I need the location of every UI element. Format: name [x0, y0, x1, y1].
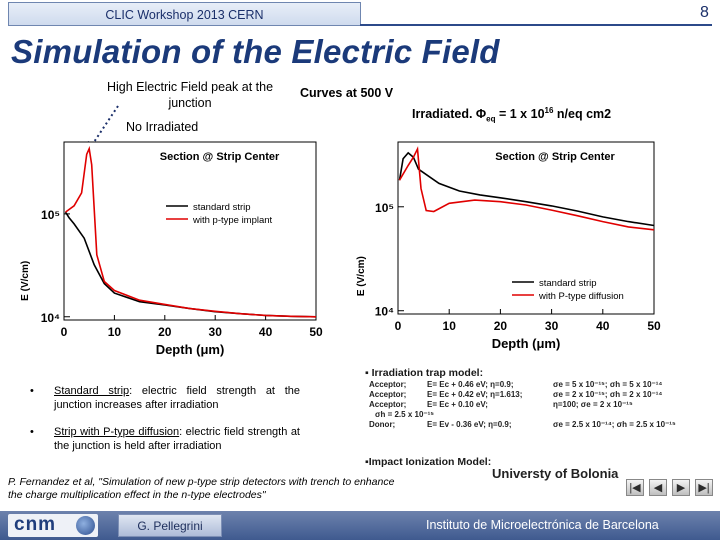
y-axis-label: E (V/cm)	[356, 256, 367, 296]
next-icon: ▶	[676, 482, 686, 494]
series-lines	[398, 146, 655, 231]
series-line	[398, 146, 655, 231]
x-axis-label: Depth (μm)	[492, 336, 561, 351]
reference-citation: P. Fernandez et al, "Simulation of new p…	[8, 476, 395, 501]
nav-next-button[interactable]: ▶	[672, 479, 690, 496]
nav-prev-button[interactable]: ◀	[649, 479, 667, 496]
trap-row: Acceptor; E= Ec + 0.46 eV; η=0.9; σe = 5…	[369, 380, 663, 389]
x-tick-label: 50	[309, 325, 323, 339]
university-label: Universty of Bolonia	[492, 466, 619, 481]
x-axis-label: Depth (μm)	[156, 342, 225, 357]
header-rule	[360, 24, 712, 26]
y-axis: 10⁴ 10⁵	[41, 208, 70, 325]
institute-name: Instituto de Microelectrónica de Barcelo…	[426, 518, 659, 532]
findings-list: • Standard strip: electric field strengt…	[30, 384, 300, 466]
x-tick-label: 10	[443, 319, 457, 333]
plot-frame	[63, 141, 317, 321]
last-icon: ▶|	[698, 482, 710, 494]
list-item: • Strip with P-type diffusion: electric …	[30, 425, 300, 453]
x-tick-label: 30	[209, 325, 223, 339]
impact-ionization-title: ▪Impact Ionization Model:	[365, 456, 492, 468]
plot-frame	[397, 141, 655, 315]
x-tick-label: 10	[108, 325, 122, 339]
x-tick-label: 20	[494, 319, 508, 333]
legend: standard strip with P-type diffusion	[512, 278, 624, 302]
first-icon: |◀	[629, 482, 641, 494]
irradiated-label: Irradiated. Φeq = 1 x 1016 n/eq cm2	[412, 106, 612, 124]
legend-entry: with p-type implant	[192, 215, 273, 226]
bullet-dot: •	[30, 385, 34, 397]
x-tick-label: 50	[647, 319, 661, 333]
x-axis: 0 10 20 30 40 50	[395, 309, 661, 333]
header-banner: CLIC Workshop 2013 CERN	[8, 2, 361, 26]
no-irradiated-label: No Irradiated	[126, 120, 199, 134]
trap-row: σh = 2.5 x 10⁻¹⁵	[375, 410, 435, 419]
series-line	[65, 145, 317, 318]
series-lines	[64, 145, 317, 318]
legend-entry: with P-type diffusion	[538, 291, 624, 302]
x-axis: 0 10 20 30 40 50	[61, 315, 323, 339]
chart-no-irradiated: Section @ Strip Center 0 10 20 30 40 50 10⁴10…	[20, 141, 323, 357]
trap-model-panel: ▪ Irradiation trap model: Acceptor; E= E…	[365, 367, 717, 468]
list-item: • Standard strip: electric field strengt…	[30, 384, 300, 412]
bullet-text: : electric field strength at the junctio…	[54, 426, 300, 452]
y-axis-label: E (V/cm)	[20, 261, 31, 301]
y-axis: 10⁴ 10⁵	[375, 201, 404, 319]
trap-model-title: ▪ Irradiation trap model:	[365, 367, 484, 379]
x-tick-label: 20	[158, 325, 172, 339]
slide-number: 8	[700, 4, 709, 21]
legend-entry: standard strip	[193, 202, 251, 213]
curves-annotation: Curves at 500 V	[300, 86, 394, 100]
trap-row: Acceptor; E= Ec + 0.10 eV; η=100; σe = 2…	[369, 400, 633, 409]
x-tick-label: 0	[61, 325, 68, 339]
workshop-label: CLIC Workshop 2013 CERN	[105, 8, 264, 22]
nav-last-button[interactable]: ▶|	[695, 479, 713, 496]
trap-row: Acceptor; E= Ec + 0.42 eV; η=1.613; σe =…	[369, 390, 663, 399]
bullet-term: Strip with P-type diffusion	[54, 426, 180, 438]
prev-icon: ◀	[653, 482, 663, 494]
bullet-term: Standard strip	[54, 385, 130, 397]
trap-row: Donor; E= Ev - 0.36 eV; η=0.9; σe = 2.5 …	[369, 420, 676, 429]
y-tick-label: 10⁴	[375, 305, 394, 319]
legend-entry: standard strip	[539, 278, 597, 289]
x-tick-label: 30	[545, 319, 559, 333]
chart-irradiated: Section @ Strip Center 0 10 20 30 40 50 10⁴10…	[356, 141, 661, 351]
series-line	[398, 151, 655, 227]
author-box: G. Pellegrini	[118, 514, 222, 537]
peak-annotation: High Electric Field peak at the junction	[106, 80, 274, 110]
legend: standard strip with p-type implant	[166, 202, 273, 226]
y-tick-label: 10⁵	[41, 208, 60, 222]
nav-first-button[interactable]: |◀	[626, 479, 644, 496]
cnm-logo: cnm	[8, 514, 98, 537]
logo-text: cnm	[14, 514, 57, 535]
y-tick-label: 10⁴	[41, 311, 60, 325]
chart-title: Section @ Strip Center	[160, 151, 280, 163]
bullet-dot: •	[30, 426, 34, 438]
slide-title: Simulation of the Electric Field	[11, 33, 500, 70]
x-tick-label: 0	[395, 319, 402, 333]
y-tick-label: 10⁵	[375, 201, 394, 215]
bullet-text: : electric field strength at the junctio…	[54, 385, 300, 411]
x-tick-label: 40	[259, 325, 273, 339]
footer-bar: cnm G. Pellegrini Instituto de Microelec…	[0, 511, 720, 540]
author-name: G. Pellegrini	[137, 519, 203, 533]
globe-icon	[76, 516, 95, 535]
chart-title: Section @ Strip Center	[495, 151, 615, 163]
x-tick-label: 40	[596, 319, 610, 333]
